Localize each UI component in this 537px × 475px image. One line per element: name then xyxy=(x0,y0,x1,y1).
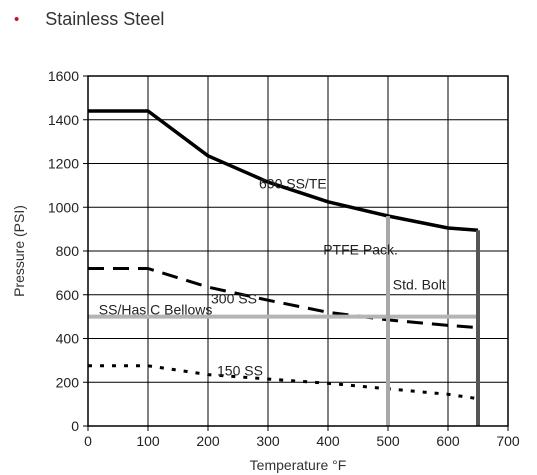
y-tick-label: 600 xyxy=(56,287,80,303)
section-heading: • Stainless Steel xyxy=(14,6,164,32)
x-tick-label: 700 xyxy=(496,433,520,449)
annotations-layer: 600 SS/TE PTFE Pack. Std. Bolt 300 SSSS/Has… xyxy=(99,176,446,379)
y-axis-ticks: 0 200 400 600 800 1000 1200 1400 1600 xyxy=(48,68,88,434)
y-tick-label: 1600 xyxy=(48,68,79,84)
y-tick-label: 200 xyxy=(56,374,80,390)
x-tick-label: 300 xyxy=(256,433,280,449)
series-line-150-ss xyxy=(88,364,479,401)
series-layer xyxy=(88,109,480,426)
bullet-icon: • xyxy=(14,10,20,28)
y-tick-label: 400 xyxy=(56,331,80,347)
annotation-std-bolt: Std. Bolt xyxy=(393,276,446,292)
x-tick-label: 600 xyxy=(436,433,460,449)
series-line-600-ss-te xyxy=(88,109,479,232)
x-axis-ticks: 0 100 200 300 400 500 600 700 xyxy=(84,426,520,449)
annotation-ss-has-c-bellows: SS/Has C Bellows xyxy=(99,301,213,317)
x-tick-label: 500 xyxy=(376,433,400,449)
y-tick-label: 1200 xyxy=(48,156,79,172)
annotation-300-ss: 300 SS xyxy=(211,291,257,307)
grid-lines xyxy=(87,75,509,427)
annotation-ptfe-pack: PTFE Pack. xyxy=(323,241,398,257)
annotation-150-ss: 150 SS xyxy=(217,363,263,379)
y-axis-label: Pressure (PSI) xyxy=(11,205,27,297)
y-tick-label: 1000 xyxy=(48,199,79,215)
x-axis-label: Temperature °F xyxy=(250,457,347,473)
y-tick-label: 1400 xyxy=(48,112,79,128)
y-tick-label: 800 xyxy=(56,243,80,259)
y-tick-label: 0 xyxy=(71,418,79,434)
section-title: Stainless Steel xyxy=(45,8,165,29)
x-tick-label: 0 xyxy=(84,433,92,449)
series-line-300-ss xyxy=(88,267,479,330)
x-tick-label: 200 xyxy=(196,433,220,449)
annotation-600-ss-te: 600 SS/TE xyxy=(259,176,327,192)
x-tick-label: 400 xyxy=(316,433,340,449)
x-tick-label: 100 xyxy=(136,433,160,449)
